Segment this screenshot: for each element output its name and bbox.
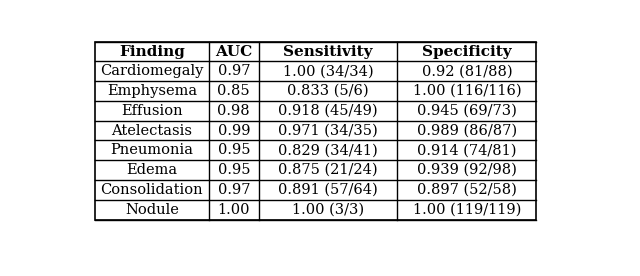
Text: 1.00 (34/34): 1.00 (34/34) [283,64,373,78]
Text: 1.00 (116/116): 1.00 (116/116) [413,84,521,98]
Text: 0.939 (92/98): 0.939 (92/98) [417,163,517,177]
Text: AUC: AUC [215,44,252,59]
Text: Pneumonia: Pneumonia [111,143,193,157]
Text: 0.97: 0.97 [218,183,250,197]
Text: 0.95: 0.95 [218,163,250,177]
Text: Consolidation: Consolidation [100,183,204,197]
Text: Edema: Edema [126,163,177,177]
Text: 0.99: 0.99 [218,124,250,137]
Text: Specificity: Specificity [422,44,512,59]
Text: 0.97: 0.97 [218,64,250,78]
Text: 0.875 (21/24): 0.875 (21/24) [278,163,378,177]
Text: 0.92 (81/88): 0.92 (81/88) [422,64,512,78]
Text: Atelectasis: Atelectasis [111,124,193,137]
Text: 0.945 (69/73): 0.945 (69/73) [417,104,517,118]
Text: 0.914 (74/81): 0.914 (74/81) [417,143,516,157]
Text: 0.989 (86/87): 0.989 (86/87) [417,124,517,137]
Text: Emphysema: Emphysema [107,84,197,98]
Text: Effusion: Effusion [121,104,183,118]
Text: 0.98: 0.98 [218,104,250,118]
Text: 0.95: 0.95 [218,143,250,157]
Text: 0.829 (34/41): 0.829 (34/41) [278,143,378,157]
Text: 0.85: 0.85 [218,84,250,98]
Text: Finding: Finding [119,44,185,59]
Text: 1.00 (3/3): 1.00 (3/3) [292,203,364,217]
Text: Sensitivity: Sensitivity [284,44,372,59]
Text: 0.891 (57/64): 0.891 (57/64) [278,183,378,197]
Text: 0.833 (5/6): 0.833 (5/6) [287,84,369,98]
Text: 0.897 (52/58): 0.897 (52/58) [417,183,517,197]
Text: 1.00: 1.00 [218,203,250,217]
Text: Cardiomegaly: Cardiomegaly [100,64,204,78]
Text: Nodule: Nodule [125,203,179,217]
Text: 1.00 (119/119): 1.00 (119/119) [413,203,521,217]
Text: 0.918 (45/49): 0.918 (45/49) [278,104,378,118]
Text: 0.971 (34/35): 0.971 (34/35) [278,124,378,137]
